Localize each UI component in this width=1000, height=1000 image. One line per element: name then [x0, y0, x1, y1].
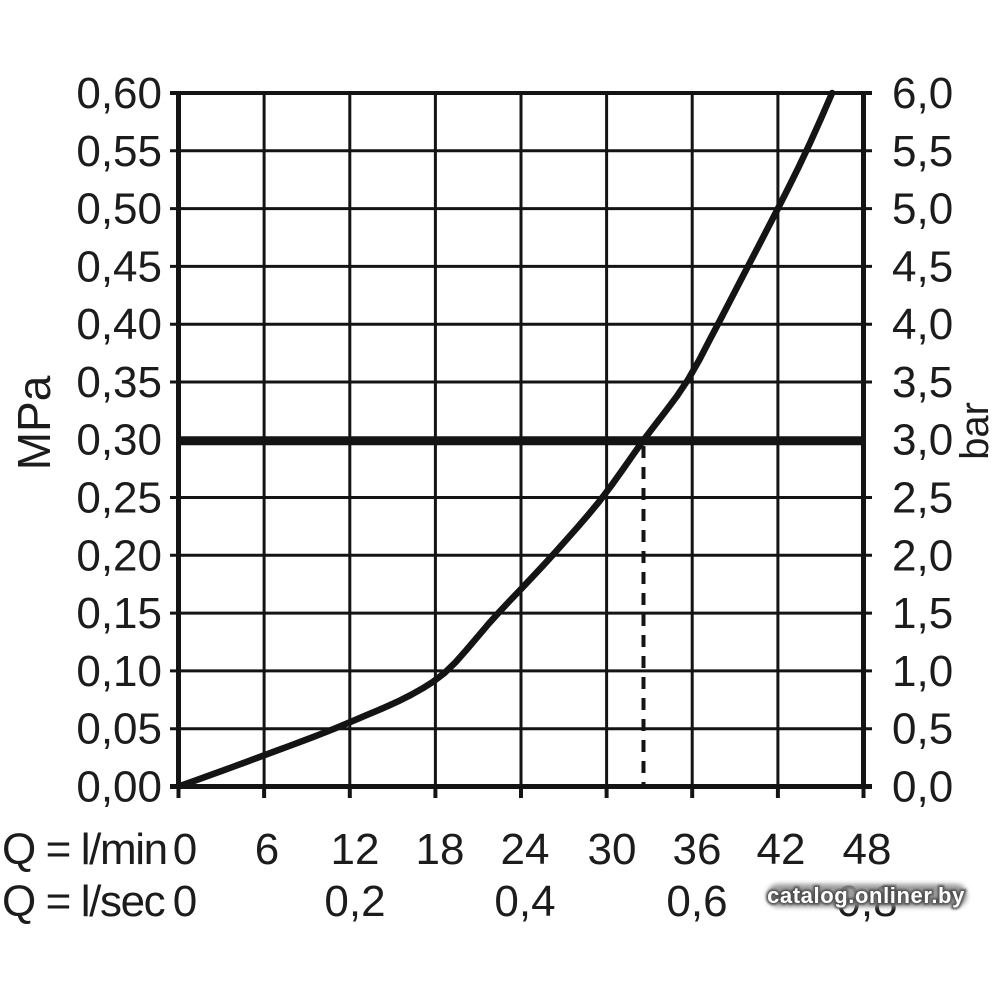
svg-text:48: 48	[843, 825, 892, 874]
svg-text:catalog.onliner.by: catalog.onliner.by	[767, 883, 965, 908]
svg-text:MPa: MPa	[8, 375, 60, 470]
svg-text:0: 0	[173, 877, 197, 926]
svg-text:0,50: 0,50	[76, 185, 162, 234]
svg-text:0,60: 0,60	[76, 69, 162, 118]
svg-text:0,35: 0,35	[76, 358, 162, 407]
svg-text:0,30: 0,30	[76, 416, 162, 465]
svg-text:2,5: 2,5	[892, 474, 953, 523]
svg-text:0,45: 0,45	[76, 242, 162, 291]
svg-text:0,25: 0,25	[76, 474, 162, 523]
svg-text:1,0: 1,0	[892, 647, 953, 696]
svg-text:18: 18	[416, 825, 465, 874]
svg-text:0,40: 0,40	[76, 300, 162, 349]
svg-text:3,5: 3,5	[892, 358, 953, 407]
svg-text:4,0: 4,0	[892, 300, 953, 349]
svg-text:0,2: 0,2	[324, 877, 385, 926]
svg-text:6: 6	[255, 825, 279, 874]
svg-text:0: 0	[173, 825, 197, 874]
svg-text:0,00: 0,00	[76, 763, 162, 812]
svg-text:0,0: 0,0	[892, 763, 953, 812]
svg-text:0,15: 0,15	[76, 589, 162, 638]
svg-text:0,10: 0,10	[76, 647, 162, 696]
svg-text:2,0: 2,0	[892, 531, 953, 580]
svg-text:5,0: 5,0	[892, 185, 953, 234]
svg-text:24: 24	[501, 825, 550, 874]
svg-text:0,5: 0,5	[892, 705, 953, 754]
svg-text:bar: bar	[953, 402, 997, 460]
svg-text:0,6: 0,6	[666, 877, 727, 926]
svg-text:6,0: 6,0	[892, 69, 953, 118]
svg-text:4,5: 4,5	[892, 242, 953, 291]
svg-text:0,05: 0,05	[76, 705, 162, 754]
svg-text:Q = l/min: Q = l/min	[2, 825, 167, 874]
svg-text:5,5: 5,5	[892, 127, 953, 176]
svg-text:0,20: 0,20	[76, 531, 162, 580]
svg-text:Q = l/sec: Q = l/sec	[2, 877, 165, 926]
svg-text:42: 42	[757, 825, 806, 874]
svg-text:1,5: 1,5	[892, 589, 953, 638]
svg-text:12: 12	[331, 825, 380, 874]
svg-text:0,55: 0,55	[76, 127, 162, 176]
svg-text:3,0: 3,0	[892, 416, 953, 465]
svg-text:catalog.onliner.by: catalog.onliner.by	[767, 883, 965, 908]
svg-text:0,4: 0,4	[494, 877, 555, 926]
svg-text:30: 30	[588, 825, 637, 874]
svg-text:36: 36	[673, 825, 722, 874]
